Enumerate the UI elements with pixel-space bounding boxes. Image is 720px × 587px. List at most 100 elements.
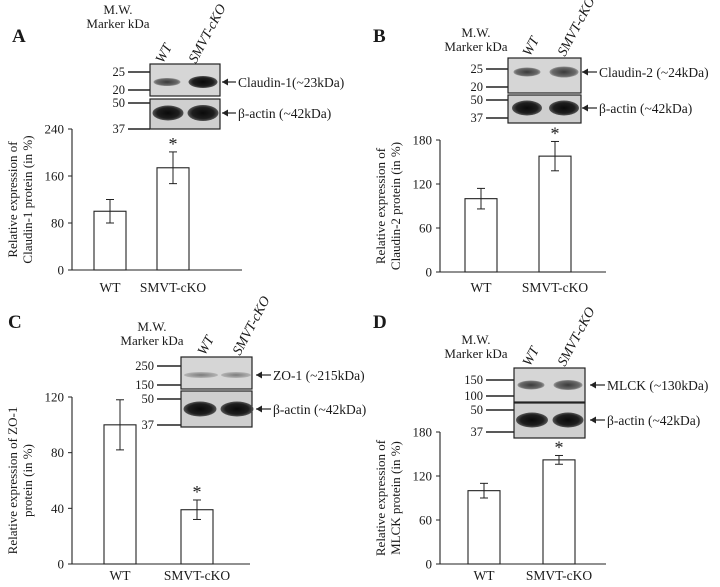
lane-label-1: SMVT-cKO [186, 2, 229, 66]
y-tick-label: 80 [51, 216, 64, 231]
protein-band [513, 67, 541, 77]
panel-a: A M.W.Marker kDa WT SMVT-cKO 25 20 Claudin-1(~… [5, 2, 344, 295]
y-tick-label: 0 [58, 263, 65, 278]
band-label: β-actin (~42kDa) [273, 402, 366, 417]
bar-0 [467, 490, 501, 565]
lane-label-0: WT [520, 344, 543, 369]
mw-header: M.W. [461, 332, 490, 347]
y-tick-label: 0 [426, 557, 433, 572]
lane-label-1: SMVT-cKO [555, 305, 598, 369]
y-tick-label: 0 [426, 265, 433, 280]
y-tick-label: 120 [413, 469, 433, 484]
y-tick-label: 120 [413, 177, 433, 192]
panel-label: B [373, 26, 386, 47]
bar-1 [542, 459, 576, 565]
y-tick-label: 60 [419, 221, 432, 236]
panel-label: A [12, 26, 26, 47]
protein-band [552, 412, 584, 428]
panel-c: C M.W.Marker kDa WT SMVT-cKO 250 150 ZO-1 (~21… [5, 294, 366, 583]
protein-band [152, 105, 184, 121]
protein-band [512, 100, 542, 116]
mw-header: M.W. [461, 25, 490, 40]
protein-band [187, 105, 219, 121]
y-tick-label: 0 [58, 557, 65, 572]
lane-label-1: SMVT-cKO [230, 294, 273, 358]
y-axis-label: Relative expression of [373, 439, 388, 556]
marker-label: 37 [142, 418, 155, 432]
panel-label: C [8, 312, 22, 333]
category-label: WT [100, 280, 122, 295]
bar-1 [156, 167, 190, 271]
marker-kda-header: Marker kDa [444, 39, 507, 54]
category-label: SMVT-cKO [164, 568, 231, 583]
lane-label-0: WT [195, 333, 218, 358]
arrow-head [256, 371, 262, 379]
arrow-head [222, 78, 228, 86]
y-tick-label: 120 [45, 390, 65, 405]
marker-label: 50 [142, 392, 155, 406]
marker-label: 50 [471, 403, 484, 417]
protein-band [516, 412, 548, 428]
protein-band [184, 372, 218, 378]
protein-band [188, 76, 218, 88]
protein-band [153, 78, 181, 86]
significance-marker: * [193, 482, 202, 502]
y-tick-label: 180 [413, 133, 433, 148]
category-label: WT [474, 568, 496, 583]
category-label: SMVT-cKO [140, 280, 207, 295]
marker-label: 37 [471, 111, 484, 125]
y-axis-label: Relative expression of [5, 141, 20, 258]
arrow-head [582, 104, 588, 112]
marker-label: 20 [113, 83, 126, 97]
marker-label: 50 [471, 93, 484, 107]
marker-label: 100 [464, 389, 483, 403]
marker-kda-header: Marker kDa [86, 16, 149, 31]
protein-band [549, 100, 579, 116]
protein-band [220, 401, 254, 417]
mw-header: M.W. [137, 319, 166, 334]
y-tick-label: 180 [413, 425, 433, 440]
y-axis-label: Relative expression of [373, 147, 388, 264]
band-label: β-actin (~42kDa) [607, 413, 700, 428]
marker-kda-header: Marker kDa [120, 333, 183, 348]
panel-b: B M.W.Marker kDa WT SMVT-cKO 25 20 Claudin-2 (… [373, 0, 709, 295]
protein-band [221, 372, 251, 378]
category-label: WT [471, 280, 493, 295]
lane-label-1: SMVT-cKO [555, 0, 598, 59]
significance-marker: * [169, 134, 178, 154]
band-label: β-actin (~42kDa) [238, 106, 331, 121]
category-label: WT [110, 568, 132, 583]
band-label: β-actin (~42kDa) [599, 101, 692, 116]
y-axis-label: Claudin-2 protein (in %) [388, 142, 403, 270]
mw-header: M.W. [103, 2, 132, 17]
significance-marker: * [551, 123, 560, 143]
y-axis-label: Claudin-1 protein (in %) [20, 135, 35, 263]
marker-label: 20 [471, 80, 484, 94]
y-tick-label: 240 [45, 122, 65, 137]
significance-marker: * [555, 437, 564, 457]
marker-label: 50 [113, 96, 126, 110]
panel-label: D [373, 312, 387, 333]
y-axis-label: protein (in %) [20, 444, 35, 517]
y-tick-label: 40 [51, 501, 64, 516]
marker-label: 37 [113, 122, 126, 136]
arrow-head [256, 405, 262, 413]
marker-label: 25 [113, 65, 126, 79]
arrow-head [590, 381, 596, 389]
bar-1 [538, 155, 572, 273]
y-tick-label: 60 [419, 513, 432, 528]
y-tick-label: 160 [45, 169, 65, 184]
protein-band [549, 66, 579, 78]
protein-band [517, 380, 545, 390]
lane-label-0: WT [520, 34, 543, 59]
y-tick-label: 80 [51, 445, 64, 460]
band-label: MLCK (~130kDa) [607, 378, 708, 393]
band-label: Claudin-2 (~24kDa) [599, 65, 709, 80]
lane-label-0: WT [153, 41, 176, 66]
marker-label: 150 [135, 378, 154, 392]
marker-label: 37 [471, 425, 484, 439]
marker-label: 25 [471, 62, 484, 76]
y-axis-label: Relative expression of ZO-1 [5, 407, 20, 555]
protein-band [183, 401, 217, 417]
